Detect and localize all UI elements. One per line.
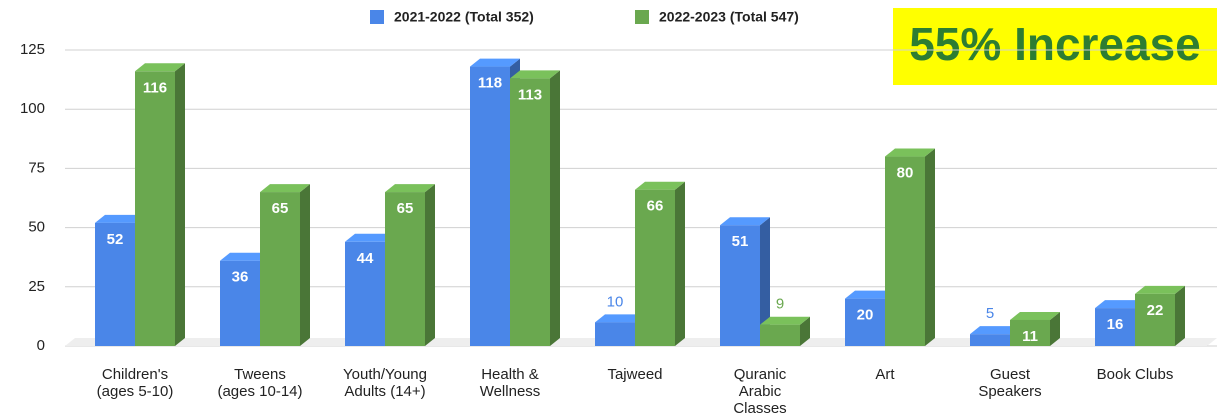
y-tick-label: 125 bbox=[20, 41, 45, 58]
bar bbox=[135, 71, 175, 346]
bar bbox=[1095, 308, 1135, 346]
bar-side bbox=[425, 184, 435, 346]
bar-top bbox=[970, 326, 1020, 335]
x-tick-label: Tweens bbox=[234, 366, 286, 383]
value-label: 51 bbox=[732, 233, 749, 250]
x-tick-label: Arabic bbox=[739, 383, 782, 400]
bar-top bbox=[1095, 300, 1145, 309]
x-tick-label: (ages 5-10) bbox=[97, 383, 174, 400]
bar bbox=[1010, 319, 1050, 346]
value-label: 10 bbox=[607, 293, 624, 310]
bar-top bbox=[260, 184, 310, 193]
x-tick-label: Children's bbox=[102, 366, 168, 383]
y-tick-label: 100 bbox=[20, 100, 45, 117]
bar bbox=[260, 192, 300, 346]
value-label: 22 bbox=[1147, 302, 1164, 319]
bar-side bbox=[675, 181, 685, 346]
bar-top bbox=[510, 70, 560, 79]
bar bbox=[970, 334, 1010, 346]
bar-top bbox=[885, 148, 935, 157]
value-label: 5 bbox=[986, 305, 994, 322]
bar-side bbox=[800, 316, 810, 346]
bar-side bbox=[925, 148, 935, 346]
x-tick-label: Quranic bbox=[734, 366, 787, 383]
x-tick-label: Tajweed bbox=[607, 366, 662, 383]
bar bbox=[845, 298, 885, 346]
bar-top bbox=[720, 217, 770, 226]
value-label: 9 bbox=[776, 296, 784, 313]
bar-side bbox=[550, 70, 560, 346]
bar bbox=[385, 192, 425, 346]
bar-top bbox=[1135, 285, 1185, 294]
annotation-box bbox=[893, 8, 1217, 85]
value-label: 116 bbox=[143, 79, 167, 96]
bar bbox=[1135, 293, 1175, 346]
value-label: 11 bbox=[1022, 328, 1038, 345]
bar-side bbox=[760, 217, 770, 346]
bar bbox=[595, 322, 635, 346]
bar-top bbox=[345, 233, 395, 242]
legend-label: 2021-2022 (Total 352) bbox=[394, 9, 534, 25]
bar-top bbox=[220, 252, 270, 261]
bar-top bbox=[385, 184, 435, 193]
value-label: 80 bbox=[897, 165, 914, 182]
bar bbox=[345, 241, 385, 346]
bar-side bbox=[1175, 285, 1185, 346]
y-tick-label: 0 bbox=[37, 337, 45, 354]
x-tick-label: Classes bbox=[733, 400, 786, 417]
bar-side bbox=[300, 184, 310, 346]
x-tick-label: Adults (14+) bbox=[344, 383, 425, 400]
bar bbox=[220, 260, 260, 346]
value-label: 20 bbox=[857, 307, 874, 324]
bar-top bbox=[595, 314, 645, 323]
bar-top bbox=[95, 214, 145, 223]
bar-top bbox=[470, 58, 520, 67]
bar-top bbox=[1010, 311, 1060, 320]
bar-top bbox=[760, 316, 810, 325]
value-label: 66 bbox=[647, 198, 664, 215]
bar-top bbox=[845, 290, 895, 299]
legend-swatch bbox=[370, 10, 384, 24]
value-label: 36 bbox=[232, 269, 249, 286]
bar bbox=[635, 189, 675, 346]
x-tick-label: Book Clubs bbox=[1097, 366, 1174, 383]
bar-side bbox=[1050, 311, 1060, 346]
value-label: 44 bbox=[357, 250, 374, 267]
x-tick-label: Guest bbox=[990, 366, 1031, 383]
value-label: 113 bbox=[518, 86, 542, 103]
y-tick-label: 50 bbox=[28, 219, 45, 236]
x-tick-label: Speakers bbox=[978, 383, 1041, 400]
x-tick-label: Wellness bbox=[480, 383, 541, 400]
x-tick-label: (ages 10-14) bbox=[217, 383, 302, 400]
bar bbox=[95, 222, 135, 346]
annotation: 55% Increase bbox=[909, 18, 1201, 70]
legend-swatch bbox=[635, 10, 649, 24]
value-label: 65 bbox=[397, 200, 414, 217]
bar-side bbox=[175, 63, 185, 346]
y-tick-label: 75 bbox=[28, 159, 45, 176]
bar bbox=[510, 78, 550, 346]
bar bbox=[885, 156, 925, 346]
value-label: 52 bbox=[107, 231, 124, 248]
bar-top bbox=[635, 181, 685, 190]
bar bbox=[470, 66, 510, 347]
value-label: 65 bbox=[272, 200, 289, 217]
y-tick-label: 25 bbox=[28, 278, 45, 295]
bar-top bbox=[135, 63, 185, 72]
legend-label: 2022-2023 (Total 547) bbox=[659, 9, 799, 25]
value-label: 16 bbox=[1107, 316, 1124, 333]
bar bbox=[720, 225, 760, 346]
bar bbox=[760, 324, 800, 346]
x-tick-label: Art bbox=[875, 366, 895, 383]
value-label: 118 bbox=[478, 75, 502, 92]
x-tick-label: Health & bbox=[481, 366, 539, 383]
x-tick-label: Youth/Young bbox=[343, 366, 427, 383]
